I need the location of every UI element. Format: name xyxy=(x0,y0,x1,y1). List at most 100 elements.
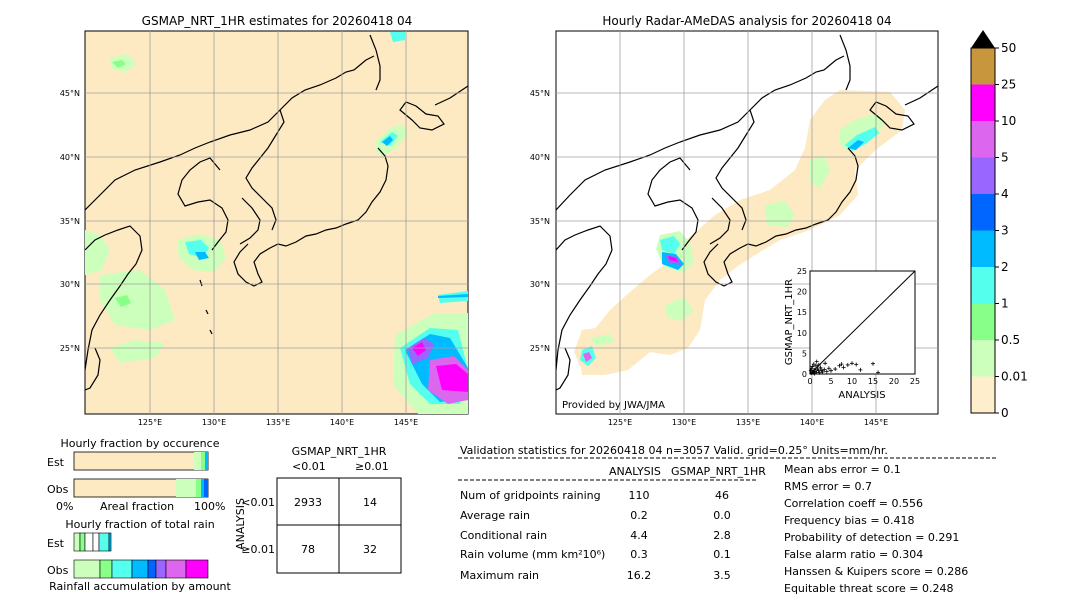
right-lon-label-130: 130°E xyxy=(672,418,696,427)
scatter-point-32 xyxy=(823,361,828,366)
scatter-x-tick-4: 20 xyxy=(889,377,899,386)
contingency-cell-01: 14 xyxy=(363,496,377,509)
validation-row-analysis-3: 0.3 xyxy=(630,548,648,561)
left-coast-taiwan xyxy=(85,347,101,391)
validation-row-gsmap-3: 0.1 xyxy=(713,548,731,561)
colorbar-label-5: 3 xyxy=(1001,224,1009,238)
left-lat-label-45: 45°N xyxy=(60,89,80,98)
colorbar-label-6: 2 xyxy=(1001,260,1009,274)
scatter-x-tick-5: 25 xyxy=(910,377,920,386)
colorbar-label-0: 50 xyxy=(1001,41,1016,55)
fraction-occurrence-est-bar xyxy=(73,451,209,471)
scatter-y-tick-0: 0 xyxy=(802,370,807,379)
scatter-point-18 xyxy=(829,368,833,373)
scatter-y-tick-1: 5 xyxy=(802,349,807,358)
scatter-point-25 xyxy=(854,362,859,367)
left-lat-label-25: 25°N xyxy=(60,344,80,353)
right-map-title: Hourly Radar-AMeDAS analysis for 2026041… xyxy=(602,14,892,28)
fraction-occurrence-bars xyxy=(73,451,209,498)
validation-score-4: Probability of detection = 0.291 xyxy=(784,531,960,544)
colorbar-segment-5 xyxy=(971,230,995,267)
left-coast-mainland xyxy=(85,55,375,211)
left-coast-sakhalin xyxy=(369,34,381,91)
scatter-point-27 xyxy=(871,361,875,366)
scatter-point-16 xyxy=(824,369,829,374)
colorbar-label-10: 0 xyxy=(1001,406,1009,420)
validation-score-3: Frequency bias = 0.418 xyxy=(784,514,915,527)
left-lon-label-140: 140°E xyxy=(330,418,354,427)
left-map: 45°N 40°N 35°N 30°N 25°N 125°E 130°E 135… xyxy=(60,30,469,427)
fraction-total-est-bar xyxy=(73,532,112,552)
right-coast-japan xyxy=(703,147,859,287)
colorbar-label-3: 5 xyxy=(1001,151,1009,165)
validation-row-analysis-4: 16.2 xyxy=(626,569,652,582)
scatter-point-24 xyxy=(850,361,854,366)
colorbar-segment-2 xyxy=(971,121,995,158)
validation-row-gsmap-4: 3.5 xyxy=(713,569,731,582)
colorbar-segment-8 xyxy=(971,340,995,377)
colorbar-segment-4 xyxy=(971,194,995,231)
colorbar-label-9: 0.01 xyxy=(1001,370,1028,384)
contingency-cell-11: 32 xyxy=(363,543,377,556)
right-lon-label-140: 140°E xyxy=(800,418,824,427)
scatter-point-26 xyxy=(858,367,863,372)
validation-score-7: Equitable threat score = 0.248 xyxy=(784,582,954,595)
colorbar: 50 25 10 5 4 3 2 1 0.5 0.01 0 xyxy=(970,30,1028,420)
scatter-point-34 xyxy=(809,366,814,371)
contingency-cell-10: 78 xyxy=(301,543,315,556)
left-coast-china xyxy=(85,285,121,371)
colorbar-segment-3 xyxy=(971,157,995,194)
validation-row-label-1: Average rain xyxy=(460,509,530,522)
scatter-point-7 xyxy=(816,368,821,373)
fraction-total-title: Hourly fraction of total rain xyxy=(65,518,215,531)
scatter-point-11 xyxy=(820,369,825,374)
validation-table-rule xyxy=(458,479,756,481)
left-lat-label-40: 40°N xyxy=(60,153,80,162)
contingency-table: 2933 14 78 32 ANALYSIS <0.01 ≥0.01 xyxy=(234,477,402,574)
left-lon-label-135: 135°E xyxy=(266,418,290,427)
scatter-point-33 xyxy=(814,359,819,364)
colorbar-labels: 50 25 10 5 4 3 2 1 0.5 0.01 0 xyxy=(995,41,1028,420)
colorbar-label-8: 0.5 xyxy=(1001,333,1020,347)
right-lon-label-125: 125°E xyxy=(608,418,632,427)
left-coast-japan xyxy=(233,147,389,287)
left-lat-label-35: 35°N xyxy=(60,217,80,226)
scatter-x-tick-0: 0 xyxy=(807,377,812,386)
left-coast-yellowsea xyxy=(177,157,229,251)
left-coast-hokkaido xyxy=(399,101,445,131)
right-coast-mainland xyxy=(556,55,845,211)
left-lat-label-30: 30°N xyxy=(60,280,80,289)
colorbar-label-4: 4 xyxy=(1001,187,1009,201)
right-lon-label-135: 135°E xyxy=(736,418,760,427)
right-lat-label-45: 45°N xyxy=(530,89,550,98)
scatter-x-tick-2: 10 xyxy=(847,377,857,386)
left-coast-korea xyxy=(239,197,261,245)
scatter-point-29 xyxy=(808,368,813,373)
scatter-y-tick-2: 10 xyxy=(797,329,807,338)
right-lat-label-25: 25°N xyxy=(530,344,550,353)
scatter-y-tick-5: 25 xyxy=(797,267,807,276)
right-lon-label-145: 145°E xyxy=(864,418,888,427)
scatter-point-22 xyxy=(841,365,846,370)
validation-row-label-0: Num of gridpoints raining xyxy=(460,489,601,502)
scatter-points xyxy=(808,359,881,376)
scatter-x-tick-3: 15 xyxy=(868,377,878,386)
contingency-row-label-lt: <0.01 xyxy=(241,496,275,509)
scatter-point-9 xyxy=(818,365,823,370)
scatter-point-13 xyxy=(811,362,816,367)
validation-row-analysis-2: 4.4 xyxy=(630,529,648,542)
colorbar-segments xyxy=(971,48,995,413)
validation-score-1: RMS error = 0.7 xyxy=(784,480,872,493)
fraction-total-bars xyxy=(73,532,209,579)
scatter-point-21 xyxy=(839,362,844,367)
contingency-row-label-ge: ≥0.01 xyxy=(241,543,275,556)
validation-score-0: Mean abs error = 0.1 xyxy=(784,463,901,476)
fraction-total-obs-label: Obs xyxy=(47,564,69,577)
scatter-point-15 xyxy=(822,367,827,372)
contingency-col-label-ge: ≥0.01 xyxy=(355,460,389,473)
colorbar-extend-arrow xyxy=(971,30,995,48)
scatter-ylabel: GSMAP_NRT_1HR xyxy=(784,279,795,365)
left-map-gridlines xyxy=(85,31,468,414)
right-map-credit: Provided by JWA/JMA xyxy=(562,400,665,411)
colorbar-segment-1 xyxy=(971,84,995,121)
